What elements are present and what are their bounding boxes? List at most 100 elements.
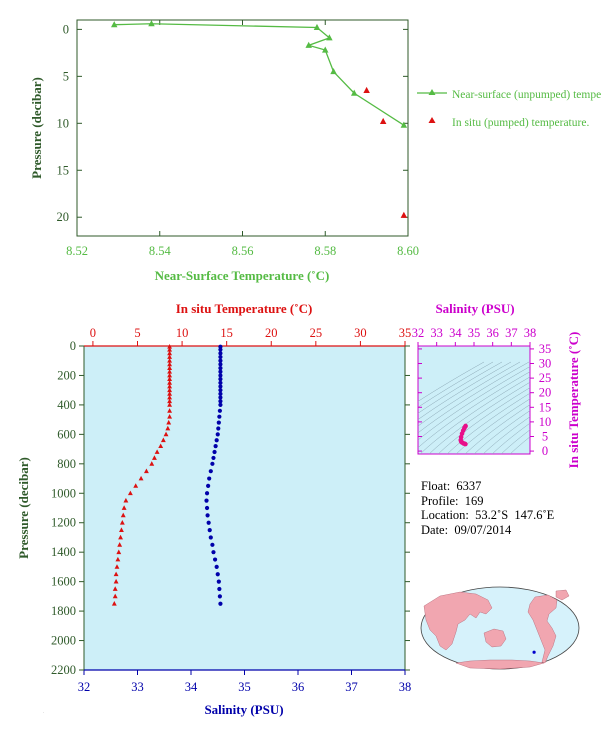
ts-contour [418, 361, 494, 408]
temperature-point [118, 534, 123, 540]
temperature-point [115, 556, 121, 562]
salinity-point [204, 498, 209, 503]
temperature-point [167, 380, 173, 385]
temperature-point [167, 344, 173, 349]
temperature-point [117, 542, 123, 547]
salinity-point [216, 579, 221, 584]
temperature-point [149, 461, 155, 466]
salinity-point [217, 586, 222, 592]
ts-contour [500, 429, 530, 454]
top-x-tick-label: 8.58 [314, 244, 336, 258]
salinity-point [212, 449, 217, 455]
salinity-point [218, 380, 223, 385]
temperature-point [167, 376, 173, 382]
salinity-point [218, 362, 223, 367]
ts-x-tick-label: 36 [486, 326, 499, 340]
ts-y-tick-label: 5 [542, 429, 548, 443]
ts-contour [428, 381, 530, 454]
ts-contour [482, 416, 530, 454]
profile-y-axis-label: Pressure (decibar) [16, 457, 31, 559]
location-map [420, 586, 580, 670]
ts-y-axis-label: In situ Temperature (˚C) [566, 332, 581, 469]
ts-contour-lines [418, 361, 530, 454]
near-surface-point [148, 20, 155, 27]
legend-in-situ-label: In situ (pumped) temperature. [452, 117, 589, 129]
temperature-point [167, 358, 173, 363]
salinity-tick-label: 37 [345, 680, 358, 694]
salinity-point [218, 347, 223, 352]
near-surface-chart: 8.52 8.54 8.56 8.58 8.60 0 5 10 15 20 Near-Surfac… [29, 19, 601, 283]
ts-contour [418, 361, 530, 434]
top-plot-frame [76, 19, 409, 237]
salinity-point [218, 391, 223, 396]
salinity-point [217, 594, 222, 599]
top-x-tick-label: 8.54 [149, 244, 172, 258]
ts-y-tick-label: 35 [539, 342, 552, 356]
pressure-tick-label: 1000 [51, 486, 76, 500]
salinity-point [216, 426, 221, 431]
salinity-tick-label: 32 [78, 680, 91, 694]
in-situ-point [379, 117, 387, 124]
temperature-point [113, 578, 119, 584]
salinity-point [216, 420, 221, 425]
temperature-point [167, 354, 173, 359]
temp-tick-label: 10 [176, 326, 189, 340]
salinity-point [208, 535, 213, 540]
ts-y-tick-label: 20 [539, 386, 552, 400]
temperature-point [167, 361, 173, 367]
map-land-australia [483, 628, 507, 648]
top-x-tick-label: 8.56 [232, 244, 254, 258]
legend-near-surface-label: Near-surface (unpumped) temperature. [452, 89, 601, 101]
ts-y-tick-label: 30 [539, 357, 552, 371]
ts-x-tick-label: 35 [468, 326, 481, 340]
temperature-point [167, 394, 173, 400]
salinity-tick-label: 38 [399, 680, 412, 694]
top-y-axis-label: Pressure (decibar) [29, 77, 44, 179]
pressure-tick-label: 400 [57, 398, 76, 412]
pressure-tick-label: 2000 [51, 634, 76, 648]
salinity-point [210, 542, 215, 547]
ts-x-tick-label: 34 [449, 326, 462, 340]
ts-x-tick-label: 37 [505, 326, 518, 340]
temperature-point [167, 346, 173, 352]
salinity-point [218, 358, 223, 363]
in-situ-point [363, 86, 370, 93]
ts-contour [419, 376, 530, 454]
ts-contour [509, 436, 530, 454]
tiny-footer-text: . [43, 710, 44, 714]
ts-contour [491, 422, 530, 454]
profile-bottom-axis-label: Salinity (PSU) [204, 702, 283, 717]
top-series-group [110, 20, 408, 218]
near-surface-point [305, 41, 312, 48]
profile-series-group [111, 344, 223, 606]
temperature-point [167, 408, 173, 413]
temperature-point [113, 571, 119, 577]
near-surface-point [350, 89, 358, 96]
profile-axis-ticks: 0 5 10 15 20 25 30 35 32 33 34 35 36 37 38 0 200 400 600 80… [51, 326, 411, 694]
pressure-tick-label: 1200 [51, 516, 76, 530]
profile-number: Profile: 169 [421, 493, 484, 508]
pressure-tick-label: 2200 [51, 663, 76, 677]
salinity-point [218, 344, 223, 349]
ts-contour [464, 404, 530, 454]
in-situ-point [400, 211, 408, 218]
legend-marker-near-surface [428, 89, 436, 95]
ts-x-axis-label: Salinity (PSU) [435, 301, 514, 316]
temperature-point [116, 549, 122, 555]
salinity-point [207, 476, 212, 481]
salinity-point [206, 520, 211, 525]
ts-contour [437, 387, 530, 454]
temperature-point [143, 468, 149, 474]
ts-x-tick-label: 33 [430, 326, 443, 340]
salinity-point [218, 388, 223, 393]
near-surface-point [330, 68, 337, 75]
top-axis-ticks: 8.52 8.54 8.56 8.58 8.60 0 5 10 15 20 [57, 20, 419, 258]
map-location-marker [532, 650, 536, 654]
ts-contour [455, 398, 530, 454]
pressure-tick-label: 200 [57, 368, 76, 382]
salinity-point [211, 455, 216, 461]
salinity-point [206, 483, 211, 489]
salinity-point [218, 377, 223, 382]
